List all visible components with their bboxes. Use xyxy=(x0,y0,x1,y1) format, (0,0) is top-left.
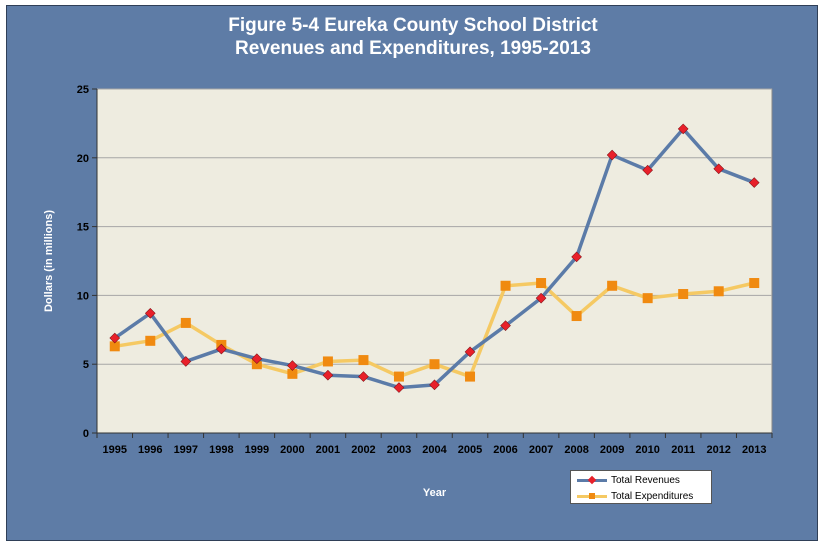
data-point-expenditures xyxy=(749,278,760,289)
legend-line-expenditures xyxy=(577,492,607,499)
data-point-expenditures xyxy=(571,311,582,322)
chart-title: Figure 5-4 Eureka County School District xyxy=(228,15,598,36)
x-tick-label: 2010 xyxy=(635,444,659,456)
data-point-expenditures xyxy=(429,359,440,370)
data-point-expenditures xyxy=(500,280,511,291)
y-tick-label: 10 xyxy=(77,290,89,302)
data-point-revenues xyxy=(535,292,547,304)
legend-label-expenditures: Total Expenditures xyxy=(611,490,694,502)
data-point-revenues xyxy=(464,346,476,358)
data-point-expenditures xyxy=(642,293,653,304)
y-tick-label: 20 xyxy=(77,153,89,165)
legend: Total Revenues Total Expenditures xyxy=(570,470,712,504)
data-point-expenditures xyxy=(607,280,618,291)
x-tick-label: 2007 xyxy=(529,444,553,456)
data-point-revenues xyxy=(287,360,298,371)
data-point-revenues xyxy=(109,332,121,344)
data-point-expenditures xyxy=(536,278,547,289)
data-point-expenditures xyxy=(678,289,689,300)
x-tick-label: 1997 xyxy=(174,444,198,456)
plot-area xyxy=(96,88,773,434)
x-axis-label: Year xyxy=(423,487,447,499)
data-point-revenues xyxy=(393,382,405,393)
data-point-expenditures xyxy=(251,359,262,370)
x-tick-label: 2011 xyxy=(671,444,695,456)
data-point-expenditures xyxy=(109,341,120,352)
data-point-revenues xyxy=(358,371,369,382)
x-tick-label: 1995 xyxy=(103,444,127,456)
legend-marker-revenues xyxy=(587,475,597,484)
data-point-revenues xyxy=(748,177,760,188)
x-tick-label: 2002 xyxy=(351,444,375,456)
x-tick-label: 1998 xyxy=(209,444,233,456)
data-point-expenditures xyxy=(465,371,476,382)
data-point-revenues xyxy=(180,356,192,367)
data-point-expenditures xyxy=(287,368,298,379)
y-tick-label: 25 xyxy=(77,84,89,96)
y-tick-label: 15 xyxy=(77,222,89,234)
x-tick-label: 2004 xyxy=(422,444,447,456)
x-tick-label: 1999 xyxy=(245,444,269,456)
data-point-revenues xyxy=(322,369,334,381)
data-point-revenues xyxy=(216,343,227,355)
data-point-expenditures xyxy=(393,371,404,382)
data-point-revenues xyxy=(571,251,582,263)
x-tick-label: 2012 xyxy=(706,444,730,456)
legend-item-expenditures: Total Expenditures xyxy=(577,489,693,503)
data-point-revenues xyxy=(144,307,156,319)
data-point-expenditures xyxy=(358,355,369,366)
x-tick-label: 2008 xyxy=(564,444,588,456)
data-point-revenues xyxy=(713,163,725,175)
data-point-revenues xyxy=(251,353,263,364)
data-point-revenues xyxy=(429,379,440,391)
data-point-expenditures xyxy=(145,335,156,346)
x-tick-label: 2003 xyxy=(387,444,411,456)
y-tick-label: 0 xyxy=(83,428,89,440)
x-tick-label: 2005 xyxy=(458,444,482,456)
x-tick-label: 2009 xyxy=(600,444,624,456)
data-point-revenues xyxy=(606,149,618,161)
legend-label-revenues: Total Revenues xyxy=(611,474,680,486)
data-point-revenues xyxy=(500,320,511,331)
data-point-expenditures xyxy=(322,356,333,367)
legend-line-revenues xyxy=(577,475,607,484)
y-axis-label: Dollars (in millions) xyxy=(43,210,55,312)
x-tick-label: 2000 xyxy=(280,444,304,456)
x-tick-label: 2001 xyxy=(316,444,340,456)
x-tick-label: 2006 xyxy=(493,444,517,456)
x-tick-label: 2013 xyxy=(742,444,766,456)
x-tick-label: 1996 xyxy=(138,444,162,456)
chart-subtitle: Revenues and Expenditures, 1995-2013 xyxy=(235,38,591,59)
data-point-expenditures xyxy=(713,286,724,297)
data-point-expenditures xyxy=(180,317,191,328)
data-point-revenues xyxy=(677,123,689,135)
y-tick-label: 5 xyxy=(83,359,89,371)
data-point-revenues xyxy=(642,164,653,176)
legend-item-revenues: Total Revenues xyxy=(577,473,680,487)
legend-marker-expenditures xyxy=(589,492,595,499)
